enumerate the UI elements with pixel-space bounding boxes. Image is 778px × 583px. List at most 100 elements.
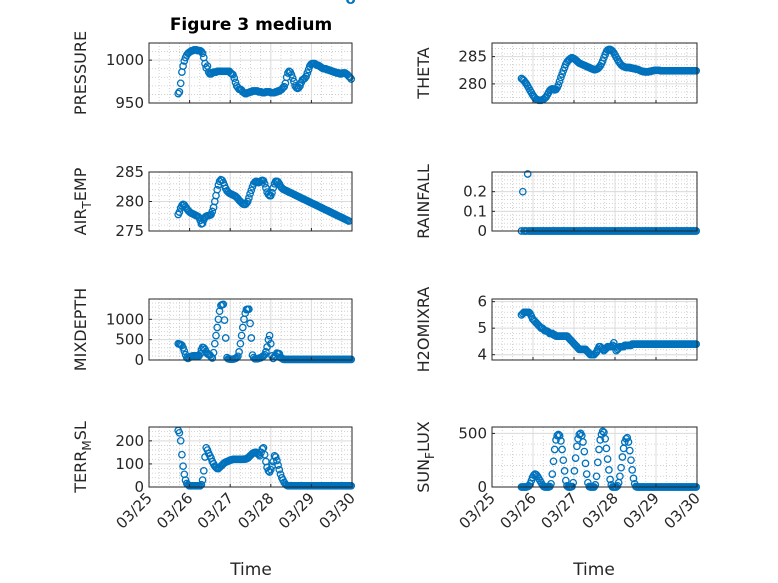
data-point: [595, 63, 603, 72]
data-point: [347, 75, 356, 83]
data-point: [212, 331, 220, 340]
x-axis-label-right: Time: [572, 560, 615, 580]
data-point: [548, 470, 557, 478]
data-point: [179, 62, 187, 70]
data-point: [199, 343, 208, 352]
data-point: [219, 300, 228, 309]
data-point: [555, 77, 564, 86]
data-point: [259, 352, 268, 360]
data-point: [213, 323, 222, 332]
y-axis-label: TERRMSL: [71, 421, 94, 494]
data-point: [271, 453, 280, 461]
y-axis-label-subscript: T: [80, 201, 94, 210]
data-point: [602, 444, 611, 453]
subplot-rainfall: 0 0.10.2 RAINFALL: [414, 164, 701, 240]
y-tick-label: 0: [134, 478, 144, 496]
y-axis-label: AIRTEMP: [71, 167, 94, 235]
data-point: [554, 81, 563, 89]
data-point: [627, 456, 635, 465]
y-axis-label: SUNFLUX: [414, 421, 437, 493]
data-point: [347, 481, 356, 490]
y-axis-label-main: PRESSURE: [71, 31, 90, 115]
y-axis-label-suffix: LUX: [414, 421, 433, 452]
y-tick-label: 4: [477, 346, 487, 364]
data-point: [273, 456, 281, 465]
y-tick-label: 500: [458, 424, 487, 442]
data-point: [260, 179, 269, 188]
data-point: [523, 170, 532, 178]
data-point: [260, 450, 269, 459]
data-point: [601, 434, 610, 443]
data-point: [303, 69, 312, 77]
data-point: [266, 465, 275, 474]
data-point: [275, 465, 284, 474]
subplot-mixdepth: 0 500 1000 MIXDEPTH: [71, 288, 356, 371]
y-tick-label: 6: [477, 293, 487, 311]
data-point: [176, 79, 185, 88]
y-tick-label: 1000: [106, 310, 144, 328]
data-point: [593, 458, 602, 467]
data-point: [549, 457, 558, 466]
data-point: [558, 70, 566, 78]
data-point: [623, 433, 632, 442]
y-axis-label: RAINFALL: [414, 164, 433, 239]
y-tick-label: 285: [458, 48, 487, 66]
figure-title: Figure 3 medium: [170, 15, 332, 35]
data-point: [234, 352, 242, 361]
data-point: [255, 451, 264, 460]
data-point: [280, 82, 289, 91]
data-point: [553, 431, 562, 440]
data-point: [539, 95, 548, 104]
axes-box: [491, 171, 698, 232]
data-point: [598, 427, 607, 436]
subplot-pressure: 950 1000 PRESSURE: [71, 31, 356, 115]
data-point: [558, 445, 566, 454]
y-tick-label: 275: [115, 222, 144, 240]
data-point: [559, 456, 568, 465]
data-point: [550, 445, 559, 454]
data-point: [246, 319, 254, 328]
data-point: [287, 70, 296, 79]
data-point: [606, 475, 614, 484]
data-point: [555, 431, 564, 440]
data-point: [180, 347, 189, 355]
data-point: [608, 47, 617, 56]
data-point: [346, 73, 354, 82]
data-point: [229, 70, 237, 79]
data-point: [198, 49, 207, 58]
data-point: [560, 467, 569, 475]
y-axis-label-main: MIXDEPTH: [71, 288, 90, 371]
data-point: [347, 355, 356, 364]
data-point: [264, 335, 273, 344]
y-axis-label: H2OMIXRA: [414, 287, 433, 373]
data-point: [603, 455, 612, 463]
data-point: [245, 194, 253, 202]
y-axis-label-main: SUN: [414, 459, 433, 493]
data-point: [209, 348, 218, 357]
data-point: [253, 449, 262, 458]
data-point: [692, 340, 701, 348]
data-point: [580, 447, 589, 456]
data-point: [230, 74, 239, 82]
data-point: [247, 334, 256, 342]
data-point: [210, 339, 219, 348]
y-tick-label: 500: [115, 331, 144, 349]
y-axis-label-subscript: F: [423, 452, 437, 459]
data-point: [179, 462, 187, 471]
data-point: [238, 323, 247, 332]
y-axis-label: PRESSURE: [71, 31, 90, 115]
data-point: [347, 0, 356, 4]
data-point: [570, 467, 579, 475]
data-point: [302, 72, 310, 81]
data-point: [262, 348, 270, 356]
data-point: [598, 57, 607, 65]
data-point: [274, 461, 282, 469]
data-point: [243, 197, 252, 206]
data-point: [178, 450, 186, 459]
data-point: [220, 316, 229, 324]
y-tick-label: 0: [134, 351, 144, 369]
data-point: [175, 208, 184, 216]
y-axis-label-main: AIR: [71, 209, 90, 236]
data-point: [266, 339, 275, 348]
data-point: [235, 348, 243, 356]
